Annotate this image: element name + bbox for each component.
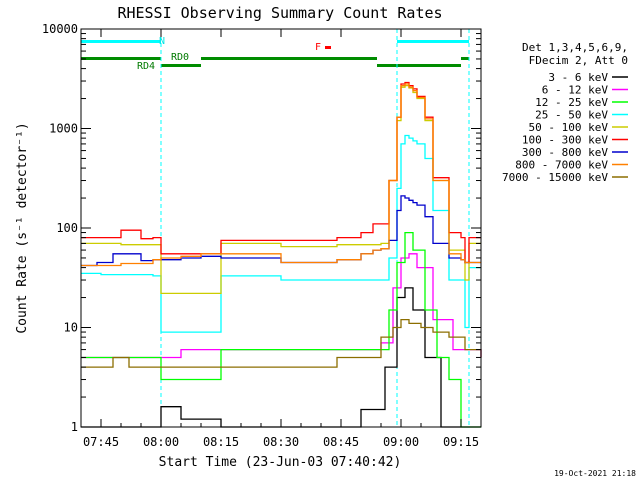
- legend-label-7: 800 - 7000 keV: [515, 159, 608, 172]
- series-line-2: [81, 231, 481, 428]
- x-tick-label-5: 09:00: [383, 435, 419, 449]
- legend-label-2: 12 - 25 keV: [535, 96, 608, 109]
- x-tick-label-2: 08:15: [203, 435, 239, 449]
- series-line-3: [81, 134, 481, 333]
- rd-upper-bar-1: [201, 57, 377, 60]
- y-tick-label-2: 100: [56, 221, 78, 235]
- legend-label-3: 25 - 50 keV: [535, 109, 608, 122]
- series-line-1: [81, 253, 482, 359]
- y-axis-label: Count Rate (s⁻¹ detector⁻¹): [15, 122, 30, 333]
- legend-label-4: 50 - 100 keV: [529, 121, 609, 134]
- rd-upper-bar-2: [461, 57, 469, 60]
- y-tick-label-4: 10000: [42, 22, 78, 36]
- night-bar-0: [81, 40, 161, 43]
- chart-title: RHESSI Observing Summary Count Rates: [117, 4, 442, 22]
- series-line-7: [81, 83, 481, 267]
- x-tick-label-4: 08:45: [323, 435, 359, 449]
- flare-marker: [325, 46, 331, 49]
- series-lines: [81, 81, 482, 428]
- legend-label-6: 300 - 800 keV: [522, 146, 608, 159]
- night-label: N: [159, 36, 165, 47]
- legend-header-line-1: Det 1,3,4,5,6,9,: [522, 41, 628, 54]
- y-tick-label-1: 10: [64, 321, 78, 335]
- x-tick-label-6: 09:15: [443, 435, 479, 449]
- rd0-label: RD0: [171, 52, 189, 63]
- legend-label-0: 3 - 6 keV: [548, 71, 608, 84]
- flare-label: F: [315, 42, 321, 53]
- axis-ticks: 07:45 08:00 08:15 08:30 08:45 09:00 09:15 1 10 10…: [42, 22, 482, 449]
- legend-label-8: 7000 - 15000 keV: [502, 171, 608, 184]
- rd-upper-bar-0: [81, 57, 161, 60]
- rd-lower-bar-0: [161, 64, 201, 67]
- x-axis-label: Start Time (23-Jun-03 07:40:42): [159, 455, 402, 470]
- x-tick-label-3: 08:30: [263, 435, 299, 449]
- legend-label-5: 100 - 300 keV: [522, 134, 608, 147]
- rd-lower-bar-1: [377, 64, 461, 67]
- y-tick-label-0: 1: [71, 420, 78, 434]
- x-tick-label-0: 07:45: [83, 435, 119, 449]
- series-line-8: [81, 318, 482, 368]
- timestamp: 19-Oct-2021 21:18: [554, 469, 636, 478]
- legend-header-line-2: FDecim 2, Att 0: [529, 54, 628, 67]
- legend-label-1: 6 - 12 keV: [542, 84, 609, 97]
- night-bar-1: [397, 40, 469, 43]
- flag-bars: [81, 40, 469, 67]
- series-line-0: [81, 287, 481, 428]
- y-tick-label-3: 1000: [49, 122, 78, 136]
- rd4-label: RD4: [137, 61, 155, 72]
- x-tick-label-1: 08:00: [143, 435, 179, 449]
